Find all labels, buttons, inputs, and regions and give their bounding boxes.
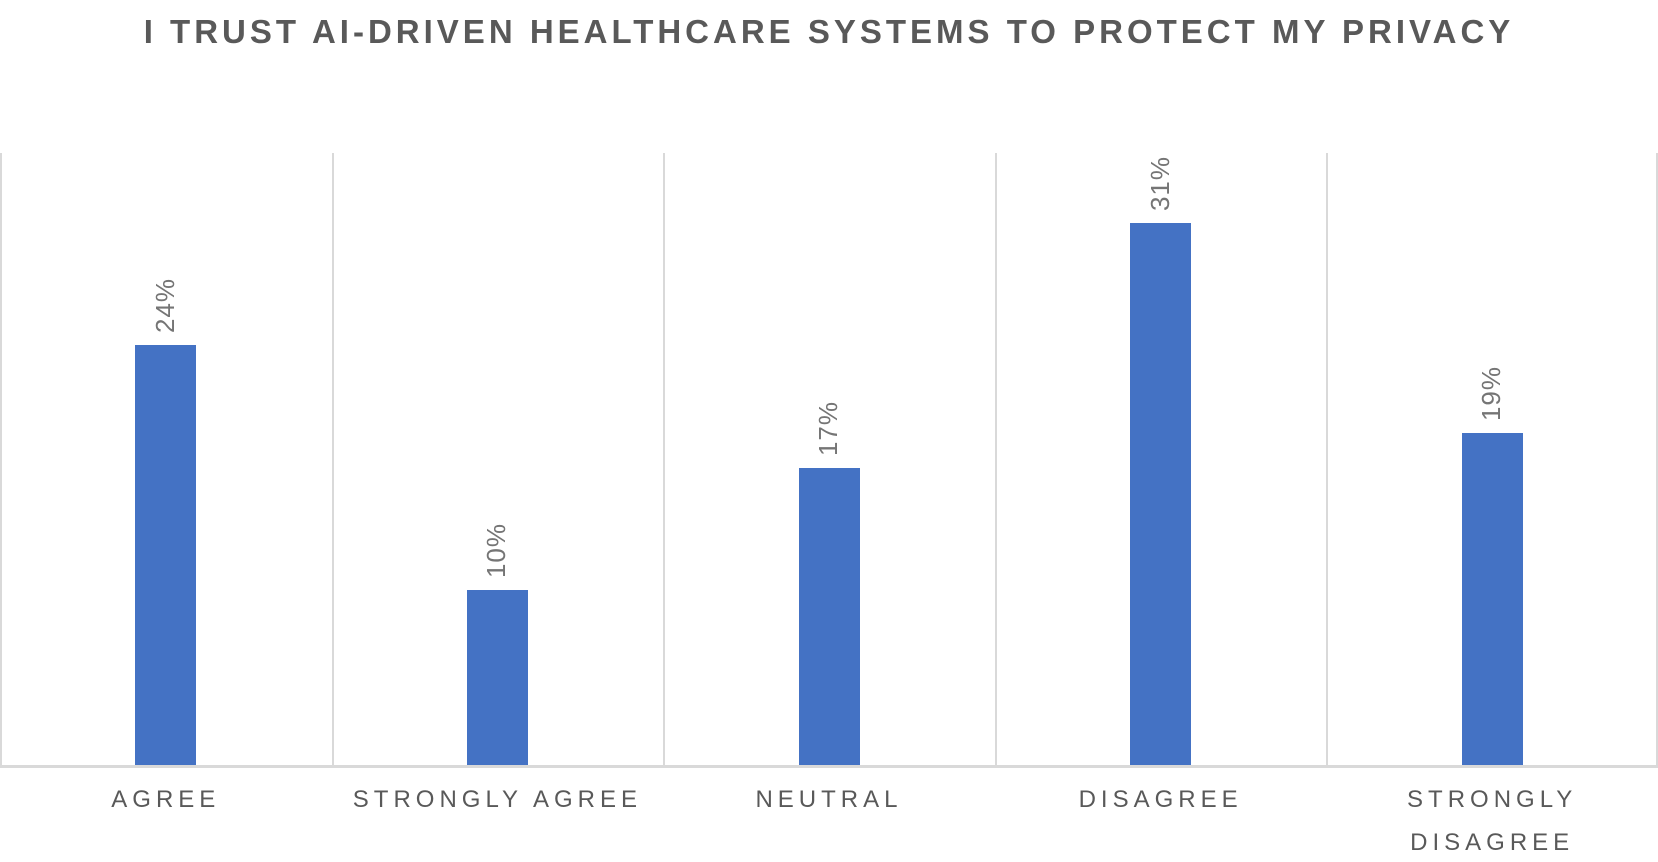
x-axis-category-labels: AGREE STRONGLY AGREE NEUTRAL DISAGREE STRONG… (0, 768, 1658, 862)
bar-value-label-strongly-disagree: 19% (1476, 365, 1506, 421)
chart-title: I TRUST AI-DRIVEN HEALTHCARE SYSTEMS TO … (143, 13, 1515, 50)
bar-agree (135, 345, 196, 765)
bar-strongly-disagree (1462, 433, 1523, 765)
category-label-strongly-disagree: STRONGLY DISAGREE (1407, 786, 1578, 857)
plot-area: 24% 10% 17% 31% 19% (0, 153, 1658, 768)
bar-disagree (1130, 223, 1191, 765)
bar-value-label-agree: 24% (150, 277, 180, 333)
bar-strongly-agree (467, 590, 528, 765)
bar-value-label-neutral: 17% (813, 400, 843, 456)
bar-neutral (799, 468, 860, 765)
gridline (1656, 153, 1658, 765)
category-label-neutral: NEUTRAL (755, 786, 903, 813)
gridline (332, 153, 334, 765)
category-label-strongly-agree: STRONGLY AGREE (352, 786, 642, 813)
bar-value-label-disagree: 31% (1145, 155, 1175, 211)
gridline (663, 153, 665, 765)
gridline (0, 153, 2, 765)
gridline (995, 153, 997, 765)
category-label-disagree: DISAGREE (1078, 786, 1243, 813)
category-label-agree: AGREE (111, 786, 221, 813)
gridline (1326, 153, 1328, 765)
bar-value-label-strongly-agree: 10% (481, 522, 511, 578)
